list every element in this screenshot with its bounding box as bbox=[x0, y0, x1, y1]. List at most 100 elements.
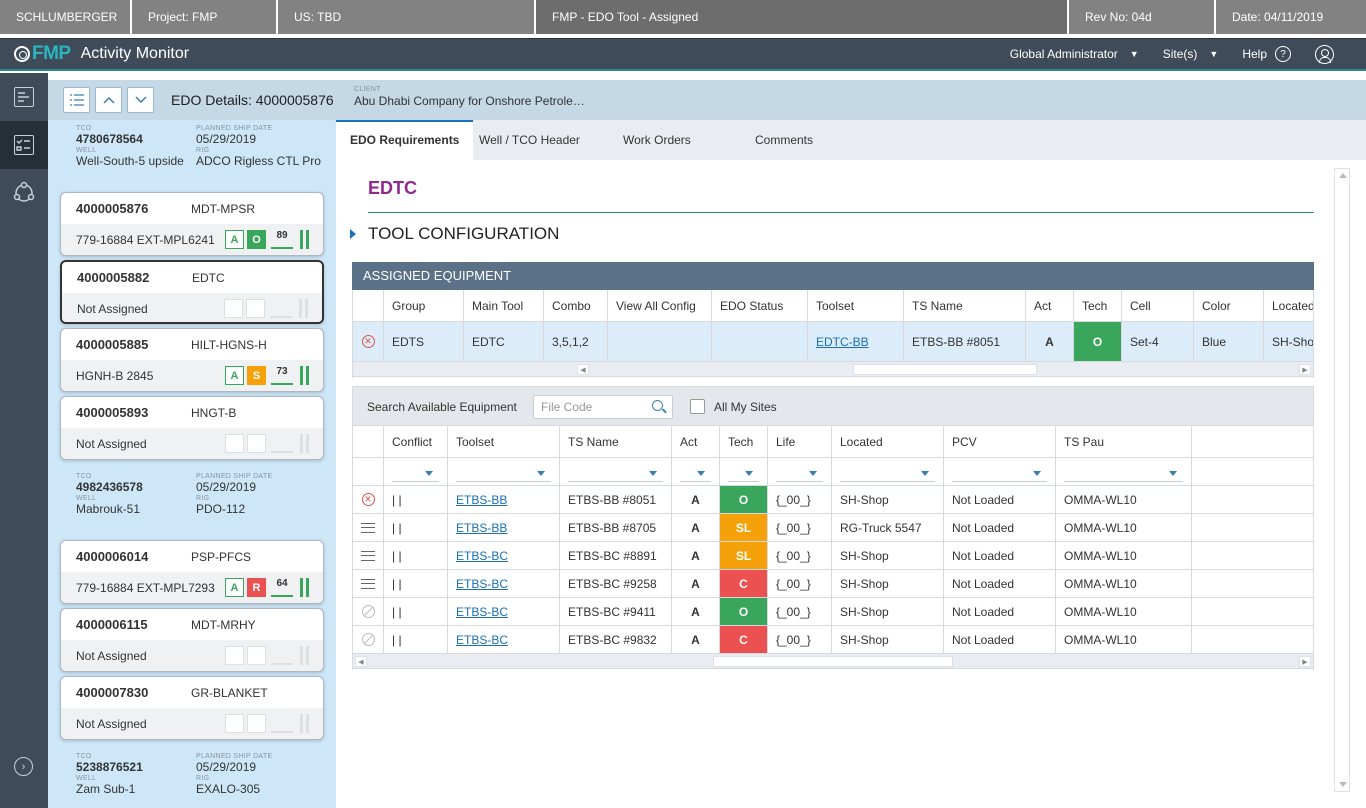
sites-dropdown[interactable]: Site(s) ▼ bbox=[1163, 47, 1219, 61]
filter-dropdown[interactable] bbox=[568, 462, 663, 482]
scroll-left-icon[interactable]: ◀ bbox=[577, 364, 589, 375]
assigned-header-row: Group Main Tool Combo View All Config ED… bbox=[353, 290, 1313, 322]
column-header[interactable]: Located bbox=[832, 426, 944, 457]
user-profile-icon[interactable] bbox=[1315, 44, 1334, 64]
edo-card[interactable]: 4000006014 PSP-PFCS 779-16884 EXT-MPL7293… bbox=[60, 540, 324, 604]
available-horizontal-scrollbar[interactable]: ◀ ▶ bbox=[353, 654, 1313, 669]
column-header[interactable]: View All Config bbox=[608, 290, 712, 321]
available-row[interactable]: | | ETBS-BC ETBS-BC #9411 A O {_00_} SH-Shop No… bbox=[353, 598, 1313, 626]
expand-nav-icon[interactable]: › bbox=[14, 757, 33, 776]
column-header[interactable]: Act bbox=[1026, 290, 1074, 321]
close-circle-icon[interactable]: ✕ bbox=[361, 335, 375, 348]
toolset-link[interactable]: ETBS-BC bbox=[456, 632, 509, 647]
column-header[interactable]: Located bbox=[1272, 298, 1313, 313]
conflict-cell: | | bbox=[384, 598, 448, 625]
column-header[interactable]: Combo bbox=[544, 290, 608, 321]
previous-button[interactable] bbox=[95, 87, 122, 113]
row-action-cell[interactable] bbox=[353, 542, 384, 569]
row-action-cell[interactable] bbox=[353, 626, 384, 653]
toolset-link[interactable]: ETBS-BC bbox=[456, 604, 509, 619]
filter-dropdown[interactable] bbox=[680, 462, 711, 482]
column-header[interactable]: Tech bbox=[1074, 290, 1122, 321]
nav-list[interactable] bbox=[0, 73, 48, 121]
toolset-link[interactable]: ETBS-BB bbox=[456, 492, 508, 507]
scroll-thumb[interactable] bbox=[853, 364, 1037, 375]
all-my-sites-checkbox[interactable] bbox=[690, 399, 705, 414]
search-icon[interactable] bbox=[652, 400, 663, 411]
assigned-row[interactable]: ✕ EDTS EDTC 3,5,1,2 EDTC-BB ETBS-BB #805… bbox=[353, 322, 1313, 362]
column-header[interactable]: Conflict bbox=[384, 426, 448, 457]
column-header[interactable]: Cell bbox=[1122, 290, 1194, 321]
edo-card[interactable]: 4000006115 MDT-MRHY Not Assigned bbox=[60, 608, 324, 672]
list-toggle-button[interactable] bbox=[63, 87, 90, 113]
fmp-logo[interactable]: FMP bbox=[14, 43, 71, 65]
row-action-cell[interactable] bbox=[353, 570, 384, 597]
filter-dropdown[interactable] bbox=[952, 462, 1047, 482]
column-header[interactable]: TS Name bbox=[904, 290, 1026, 321]
edo-card[interactable]: 4000005885 HILT-HGNS-H HGNH-B 2845 A S 73 bbox=[60, 328, 324, 392]
available-row[interactable]: | | ETBS-BC ETBS-BC #9832 A C {_00_} SH-Shop No… bbox=[353, 626, 1313, 654]
remove-cell[interactable]: ✕ bbox=[353, 322, 384, 361]
filter-dropdown[interactable] bbox=[728, 462, 759, 482]
column-header[interactable]: Group bbox=[384, 290, 464, 321]
row-action-cell[interactable] bbox=[353, 514, 384, 541]
filter-dropdown[interactable] bbox=[456, 462, 551, 482]
available-row[interactable]: | | ETBS-BC ETBS-BC #9258 A C {_00_} SH-Shop No… bbox=[353, 570, 1313, 598]
column-header[interactable]: Tech bbox=[720, 426, 768, 457]
row-action-cell[interactable] bbox=[353, 598, 384, 625]
column-header[interactable]: TS Pau bbox=[1056, 426, 1192, 457]
hamburger-icon[interactable] bbox=[361, 550, 375, 561]
nav-checklist[interactable] bbox=[0, 121, 48, 169]
scroll-left-icon[interactable]: ◀ bbox=[355, 656, 367, 667]
column-header[interactable]: Toolset bbox=[808, 290, 904, 321]
tool-configuration-toggle[interactable]: TOOL CONFIGURATION bbox=[350, 224, 559, 244]
edo-card[interactable]: 4000005893 HNGT-B Not Assigned bbox=[60, 396, 324, 460]
toolset-link[interactable]: ETBS-BC bbox=[456, 548, 509, 563]
toolset-link[interactable]: ETBS-BC bbox=[456, 576, 509, 591]
available-row[interactable]: | | ETBS-BB ETBS-BB #8705 A SL {_00_} RG-Truck… bbox=[353, 514, 1313, 542]
toolset-link[interactable]: EDTC-BB bbox=[816, 334, 869, 349]
hamburger-icon[interactable] bbox=[361, 578, 375, 589]
column-header[interactable]: TS Name bbox=[560, 426, 672, 457]
filter-dropdown[interactable] bbox=[840, 462, 935, 482]
edo-code: EDTC bbox=[192, 270, 225, 285]
role-dropdown[interactable]: Global Administrator ▼ bbox=[1010, 47, 1139, 61]
column-header[interactable]: Color bbox=[1194, 290, 1264, 321]
column-header[interactable]: Act bbox=[672, 426, 720, 457]
edo-card[interactable]: 4000007830 GR-BLANKET Not Assigned bbox=[60, 676, 324, 740]
file-code-input[interactable]: File Code bbox=[533, 395, 673, 419]
filter-dropdown[interactable] bbox=[776, 462, 823, 482]
edo-card-selected[interactable]: 4000005882 EDTC Not Assigned bbox=[60, 260, 324, 324]
conflict-cell: | | bbox=[384, 570, 448, 597]
scroll-right-icon[interactable]: ▶ bbox=[1299, 656, 1311, 667]
next-button[interactable] bbox=[127, 87, 154, 113]
status-badge: A bbox=[225, 230, 244, 249]
column-header[interactable]: Toolset bbox=[448, 426, 560, 457]
available-row[interactable]: | | ETBS-BC ETBS-BC #8891 A SL {_00_} SH-Shop N… bbox=[353, 542, 1313, 570]
tab-well-tco-header[interactable]: Well / TCO Header bbox=[479, 133, 580, 147]
close-circle-icon[interactable]: ✕ bbox=[361, 493, 375, 506]
help-link[interactable]: Help? bbox=[1242, 46, 1291, 62]
row-action-cell[interactable]: ✕ bbox=[353, 486, 384, 513]
assigned-horizontal-scrollbar[interactable]: ◀ ▶ bbox=[353, 362, 1313, 377]
column-header[interactable]: Life bbox=[768, 426, 832, 457]
scroll-right-icon[interactable]: ▶ bbox=[1299, 364, 1311, 375]
nav-network[interactable] bbox=[0, 169, 48, 217]
tab-comments[interactable]: Comments bbox=[755, 133, 814, 147]
column-header[interactable]: EDO Status bbox=[712, 290, 808, 321]
scroll-thumb[interactable] bbox=[713, 656, 953, 667]
toolset-link[interactable]: ETBS-BB bbox=[456, 520, 508, 535]
column-header[interactable]: PCV bbox=[944, 426, 1056, 457]
available-row[interactable]: ✕ | | ETBS-BB ETBS-BB #8051 A O {_00_} SH-Shop N… bbox=[353, 486, 1313, 514]
column-header[interactable]: Main Tool bbox=[464, 290, 544, 321]
tab-work-orders[interactable]: Work Orders bbox=[623, 133, 691, 147]
ts-name-cell: ETBS-BC #9832 bbox=[560, 626, 672, 653]
help-label: Help bbox=[1242, 47, 1267, 61]
filter-dropdown[interactable] bbox=[1064, 462, 1183, 482]
tab-edo-requirements[interactable]: EDO Requirements bbox=[336, 120, 474, 160]
filter-dropdown[interactable] bbox=[392, 462, 439, 482]
list-view-icon bbox=[14, 87, 34, 107]
hamburger-icon[interactable] bbox=[361, 522, 375, 533]
edo-card[interactable]: 4000005876 MDT-MPSR 779-16884 EXT-MPL6241… bbox=[60, 192, 324, 256]
vertical-scrollbar[interactable] bbox=[1334, 168, 1350, 792]
